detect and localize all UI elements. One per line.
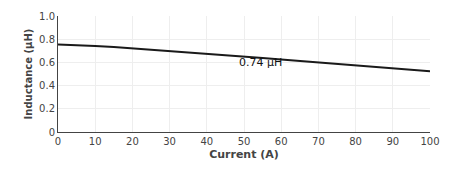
- svg-text:1.0: 1.0: [39, 11, 55, 22]
- svg-text:50: 50: [238, 136, 251, 147]
- svg-text:90: 90: [386, 136, 399, 147]
- svg-text:0.6: 0.6: [39, 57, 55, 68]
- svg-text:10: 10: [89, 136, 102, 147]
- svg-text:0.4: 0.4: [39, 80, 55, 91]
- svg-text:30: 30: [163, 136, 176, 147]
- svg-text:70: 70: [312, 136, 325, 147]
- svg-text:20: 20: [126, 136, 139, 147]
- svg-text:Current (A): Current (A): [209, 148, 279, 161]
- svg-text:60: 60: [275, 136, 288, 147]
- svg-text:40: 40: [200, 136, 213, 147]
- svg-text:Inductance (μH): Inductance (μH): [23, 29, 34, 120]
- svg-text:80: 80: [349, 136, 362, 147]
- svg-text:0: 0: [55, 136, 61, 147]
- svg-text:0: 0: [49, 127, 55, 138]
- svg-text:100: 100: [420, 136, 439, 147]
- svg-text:0.8: 0.8: [39, 34, 55, 45]
- svg-text:0.74 μH: 0.74 μH: [239, 56, 282, 69]
- svg-text:0.2: 0.2: [39, 103, 55, 114]
